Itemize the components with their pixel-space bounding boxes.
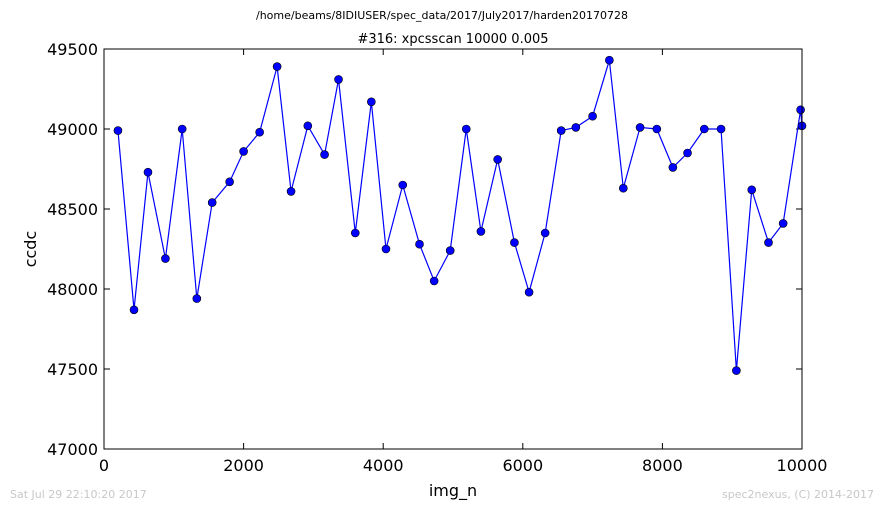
data-point (272, 62, 282, 71)
y-tick-label: 48500 (47, 200, 98, 219)
x-tick-label: 8000 (642, 456, 683, 475)
data-point (381, 244, 391, 254)
data-point (605, 55, 614, 65)
data-point (747, 185, 757, 195)
data-point (161, 254, 170, 263)
x-tick-label: 4000 (363, 456, 404, 475)
data-point (255, 127, 264, 137)
y-tick-label: 47500 (47, 360, 98, 379)
data-point (588, 111, 597, 121)
x-tick-label: 0 (99, 456, 109, 475)
axis-ticks: 0 2000 4000 6000 8000 10000 47000 47500 48000 485… (47, 40, 827, 475)
y-tick-label: 49500 (47, 40, 98, 59)
plot-frame (103, 48, 803, 450)
data-point (225, 177, 234, 187)
data-point (398, 180, 408, 190)
data-point (367, 97, 376, 107)
data-point (207, 198, 217, 207)
data-point (239, 147, 248, 156)
data-point (524, 287, 534, 297)
data-point (652, 124, 662, 134)
data-point (510, 238, 519, 247)
data-point (716, 124, 726, 134)
data-point (619, 183, 628, 193)
chart-title: #316: xpcsscan 10000 0.005 (357, 32, 548, 47)
data-point (143, 167, 153, 177)
data-point (796, 105, 805, 115)
data-point (732, 366, 741, 375)
timestamp-footer: Sat Jul 29 22:10:20 2017 (10, 488, 147, 501)
data-point (334, 75, 343, 84)
y-tick-label: 49000 (47, 120, 98, 139)
y-axis-label: ccdc (21, 231, 40, 268)
y-tick-label: 48000 (47, 280, 98, 299)
x-tick-label: 6000 (502, 456, 543, 475)
data-point (113, 126, 123, 135)
data-point (540, 228, 550, 238)
data-point (303, 121, 313, 131)
data-point (493, 155, 502, 164)
data-point (668, 163, 678, 172)
data-point (635, 123, 645, 132)
data-point (286, 187, 296, 196)
data-point (350, 228, 360, 238)
data-point (476, 227, 486, 236)
file-path-title: /home/beams/8IDIUSER/spec_data/2017/July… (256, 9, 628, 22)
x-axis-label: img_n (429, 481, 477, 501)
data-point (177, 124, 187, 134)
data-series (113, 55, 807, 375)
data-point (683, 148, 692, 158)
data-point (556, 126, 566, 135)
data-point (571, 123, 581, 132)
data-point (699, 124, 709, 134)
data-point (764, 238, 773, 247)
y-tick-label: 47000 (47, 440, 98, 459)
x-tick-label: 10000 (777, 456, 828, 475)
data-point (129, 305, 139, 315)
data-point (445, 246, 455, 255)
data-point (415, 239, 424, 249)
data-point (320, 150, 329, 159)
data-point (192, 294, 202, 303)
data-point (429, 276, 439, 286)
credit-footer: spec2nexus, (C) 2014-2017 (722, 488, 874, 501)
data-point (778, 219, 788, 228)
data-point (461, 124, 471, 134)
x-tick-label: 2000 (223, 456, 264, 475)
